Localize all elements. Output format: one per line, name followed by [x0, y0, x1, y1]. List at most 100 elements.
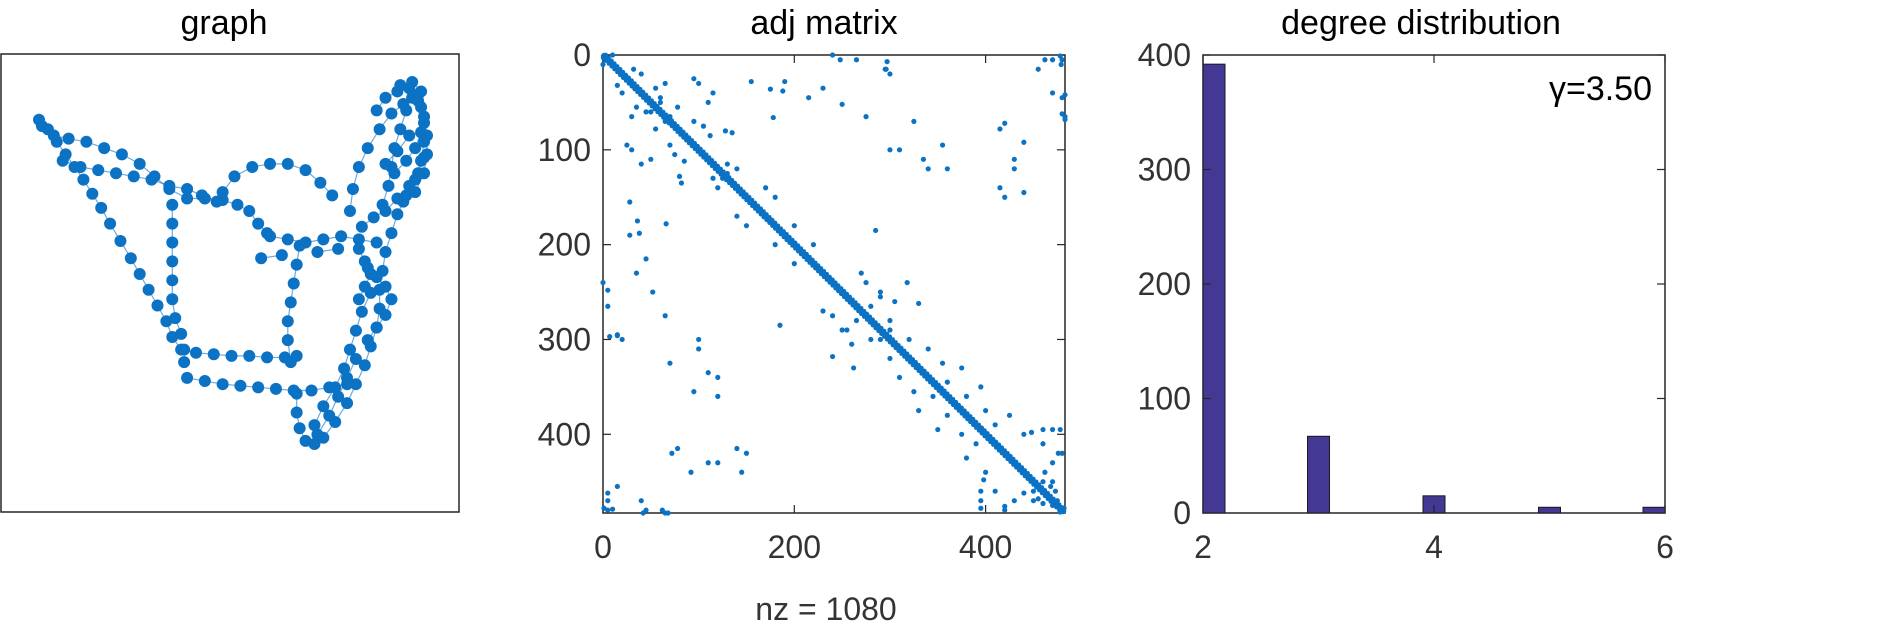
- adj-matrix-point: [634, 218, 641, 224]
- graph-node: [329, 381, 342, 394]
- adj-matrix-point: [806, 95, 812, 101]
- adj-matrix-point: [892, 298, 898, 305]
- degree-bar: [1642, 506, 1666, 514]
- graph-node: [275, 249, 288, 262]
- adj-matrix-point: [614, 82, 620, 88]
- graph-node: [352, 293, 365, 306]
- adj-matrix-xtick-label: 400: [959, 529, 1012, 565]
- graph-node: [163, 179, 176, 192]
- adj-matrix-xtick-label: 0: [594, 529, 612, 565]
- degree-xtick-label: 4: [1425, 529, 1443, 565]
- degree-ytick-label: 400: [1138, 37, 1191, 73]
- adj-matrix-point: [636, 230, 642, 236]
- graph-node: [308, 419, 321, 432]
- adj-matrix-point: [710, 175, 716, 181]
- adj-matrix-point: [873, 227, 879, 234]
- adj-matrix-point: [605, 498, 611, 504]
- adj-matrix-point: [772, 194, 778, 200]
- adj-matrix-point: [743, 450, 750, 456]
- adj-matrix-point: [734, 166, 740, 172]
- graph-node: [391, 85, 404, 98]
- adj-matrix-point: [1049, 57, 1056, 63]
- adj-matrix-point: [844, 327, 850, 333]
- graph-node: [110, 167, 123, 180]
- adj-matrix-point: [1057, 509, 1063, 515]
- adj-matrix-point: [715, 393, 721, 399]
- gamma-annotation: γ=3.50: [1549, 70, 1652, 108]
- adj-matrix-point: [944, 412, 950, 418]
- adj-matrix-point: [1040, 479, 1046, 485]
- adj-matrix-point: [1059, 57, 1065, 63]
- adj-matrix-point: [896, 374, 903, 381]
- degree-title: degree distribution: [1281, 4, 1561, 42]
- graph-node: [98, 142, 111, 155]
- adj-matrix-point: [662, 80, 668, 87]
- adj-matrix-point: [600, 61, 606, 68]
- adj-matrix-point: [997, 126, 1003, 132]
- adj-matrix-point: [887, 327, 893, 333]
- adj-matrix-ytick-label: 400: [538, 416, 591, 452]
- degree-ticks: 2 4 6 0 100 200 300 400: [1138, 37, 1674, 565]
- adj-matrix-point: [691, 118, 697, 124]
- graph-node: [290, 406, 303, 419]
- adj-matrix-point: [667, 114, 673, 120]
- graph-node: [181, 192, 194, 205]
- graph-node: [379, 91, 392, 104]
- adj-matrix-point: [1057, 426, 1063, 433]
- graph-node: [412, 94, 425, 107]
- graph-node: [379, 280, 392, 293]
- adj-matrix-point: [767, 86, 773, 92]
- adj-matrix-point: [770, 114, 776, 121]
- adj-matrix-point: [978, 505, 984, 511]
- graph-node: [284, 296, 297, 309]
- graph-node: [216, 186, 229, 199]
- adj-matrix-point: [1035, 496, 1041, 502]
- adj-matrix-point: [1011, 498, 1017, 504]
- adj-matrix-point: [1006, 412, 1013, 418]
- graph-node: [231, 198, 244, 211]
- adj-matrix-point: [696, 336, 702, 343]
- graph-node: [92, 164, 105, 177]
- graph-node: [391, 192, 404, 205]
- graph-node: [166, 255, 179, 268]
- graph-title: graph: [181, 4, 268, 42]
- adj-matrix-point: [734, 445, 740, 452]
- adj-matrix-point: [696, 80, 702, 87]
- adj-matrix-point: [678, 180, 685, 186]
- adj-matrix-point: [653, 126, 659, 132]
- adj-matrix-point: [1030, 488, 1037, 494]
- adj-matrix-point: [743, 194, 750, 200]
- graph-node: [352, 160, 365, 173]
- adj-matrix-point: [657, 99, 663, 106]
- graph-node: [367, 211, 380, 224]
- adj-matrix-ytick-label: 100: [538, 132, 591, 168]
- graph-node: [349, 324, 362, 337]
- adj-matrix-point: [978, 498, 984, 504]
- adj-matrix-point: [1040, 426, 1046, 433]
- graph-node: [281, 334, 294, 347]
- adj-matrix-point: [739, 469, 745, 475]
- adj-matrix-point: [853, 317, 860, 324]
- adj-matrix-point: [944, 379, 950, 385]
- graph-node: [284, 356, 297, 369]
- adj-matrix-point: [669, 450, 675, 456]
- adj-matrix-point: [849, 341, 855, 347]
- adj-matrix-point: [643, 256, 649, 262]
- adj-matrix-point: [925, 166, 931, 172]
- adj-matrix-point: [944, 166, 950, 172]
- graph-node: [115, 148, 128, 161]
- adj-matrix-point: [935, 426, 941, 433]
- adj-matrix-point: [667, 360, 673, 366]
- graph-node: [406, 76, 419, 88]
- graph-node: [228, 170, 241, 183]
- adj-matrix-point: [662, 313, 668, 319]
- adj-matrix-point: [1002, 503, 1008, 509]
- adj-matrix-point: [648, 109, 654, 115]
- adj-matrix-point: [667, 142, 673, 148]
- graph-node: [198, 375, 211, 388]
- graph-node: [234, 379, 247, 392]
- graph-node: [338, 362, 351, 375]
- graph-node: [133, 268, 146, 281]
- graph-node: [252, 217, 265, 230]
